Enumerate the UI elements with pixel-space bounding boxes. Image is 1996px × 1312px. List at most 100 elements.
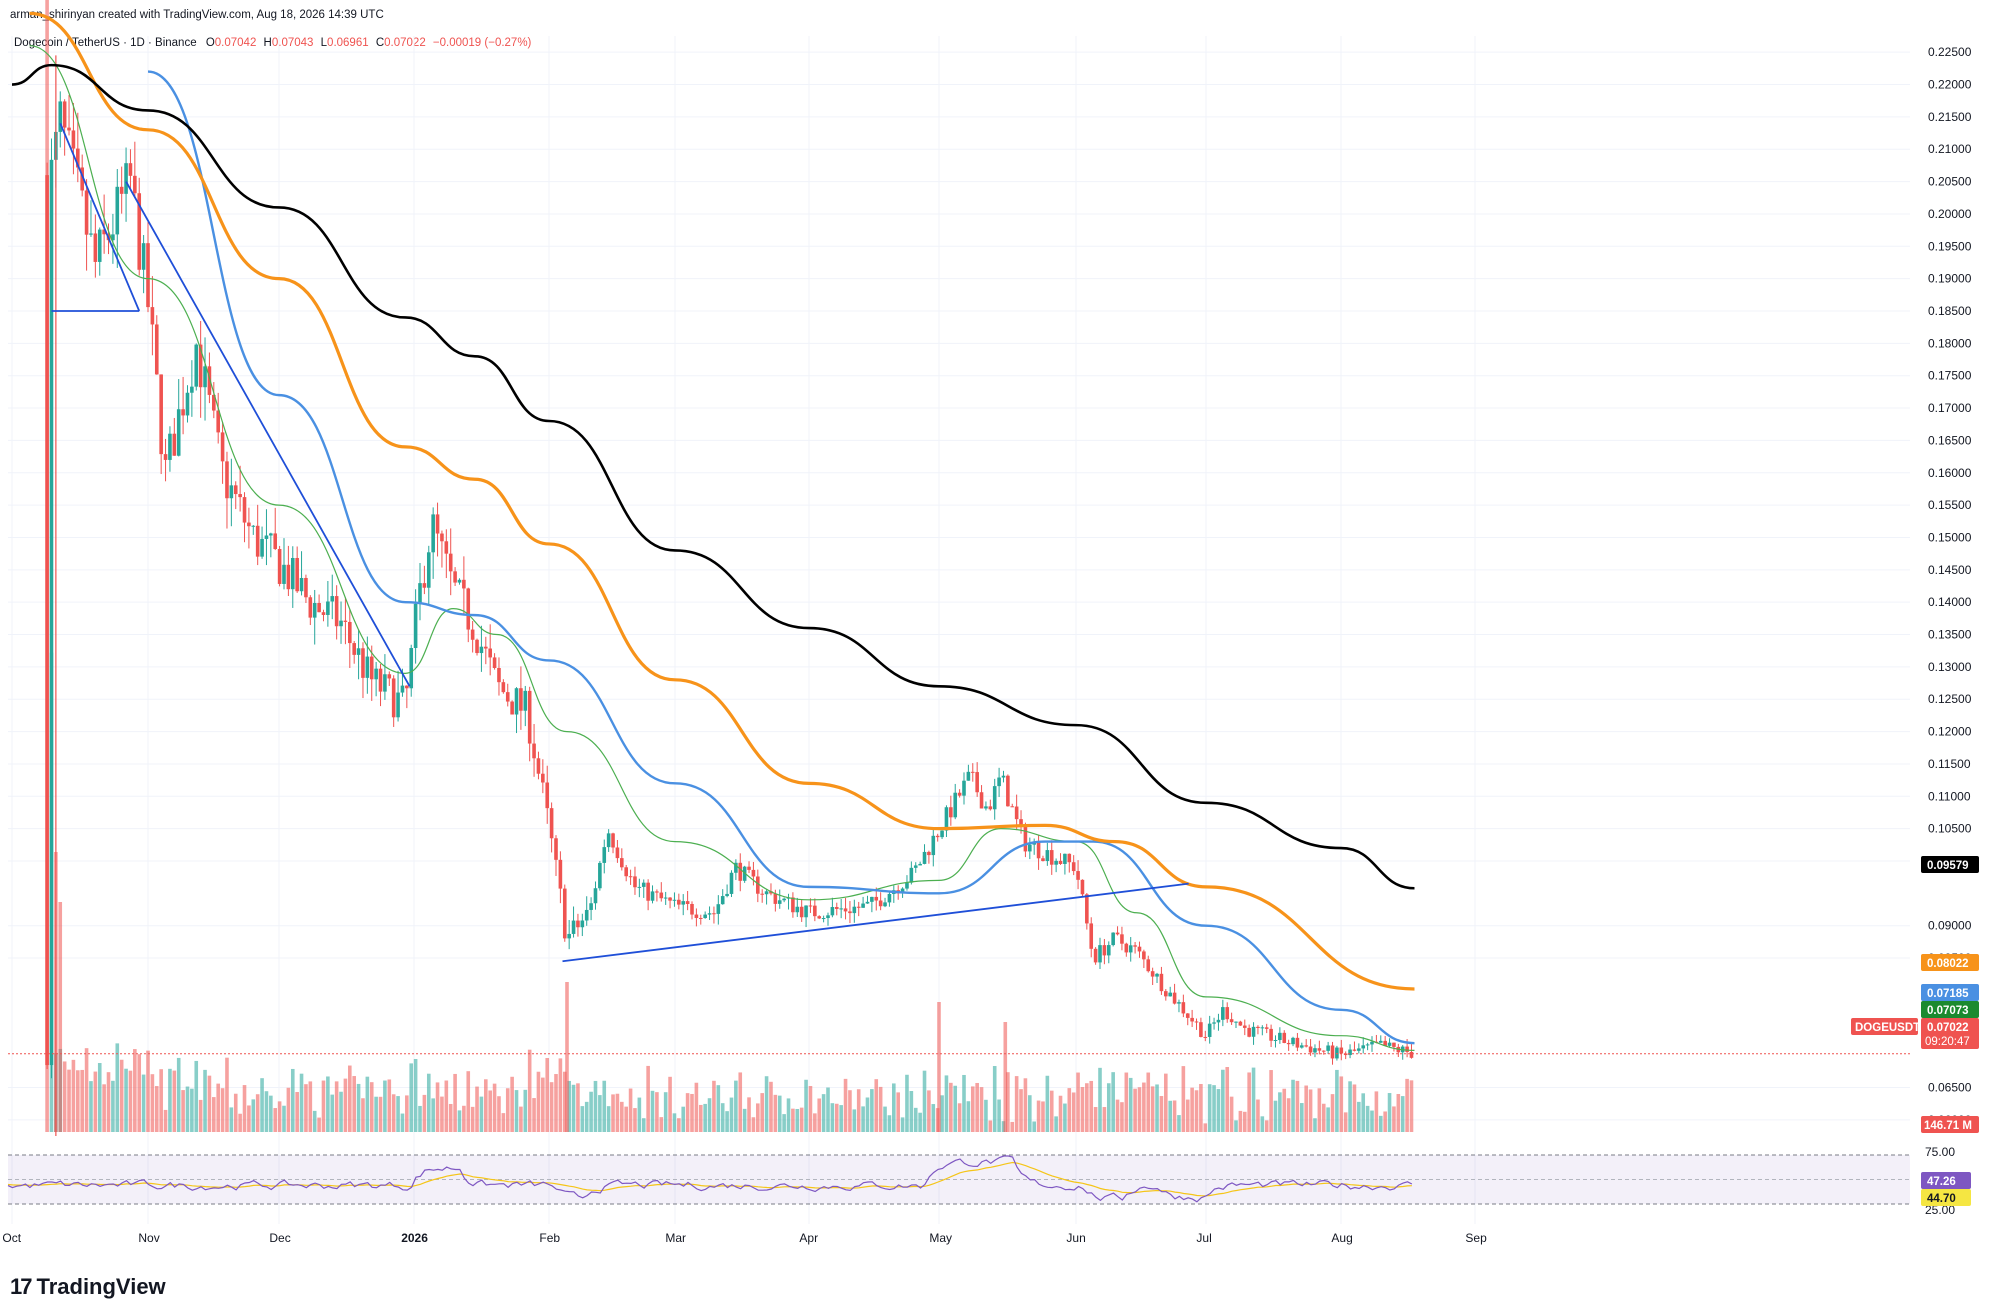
candle[interactable] (764, 889, 769, 905)
candle[interactable] (1146, 955, 1151, 973)
candle[interactable] (576, 913, 580, 937)
candle[interactable] (1159, 966, 1164, 995)
candle[interactable] (1352, 1041, 1357, 1052)
candle[interactable] (655, 889, 659, 902)
candle[interactable] (1300, 1042, 1304, 1049)
candle[interactable] (1278, 1027, 1282, 1044)
candle[interactable] (663, 891, 668, 905)
candle[interactable] (216, 392, 220, 444)
candle[interactable] (861, 896, 865, 908)
candle[interactable] (1273, 1035, 1278, 1048)
candle[interactable] (49, 138, 54, 1079)
candle[interactable] (510, 700, 514, 715)
candle[interactable] (76, 112, 80, 183)
candle[interactable] (1339, 1039, 1344, 1061)
candle[interactable] (562, 884, 567, 942)
candle[interactable] (804, 905, 808, 928)
candle[interactable] (690, 901, 694, 920)
candle[interactable] (1014, 794, 1019, 831)
candle[interactable] (264, 509, 269, 566)
candle[interactable] (444, 529, 449, 579)
candle[interactable] (505, 683, 510, 707)
candle[interactable] (786, 893, 791, 910)
candle[interactable] (606, 829, 611, 852)
candle[interactable] (681, 894, 686, 916)
candle[interactable] (580, 913, 585, 937)
candle[interactable] (865, 895, 870, 904)
candle[interactable] (931, 828, 936, 867)
candle[interactable] (1396, 1043, 1401, 1058)
candle[interactable] (997, 767, 1001, 798)
candle[interactable] (1137, 941, 1142, 958)
candle[interactable] (1242, 1019, 1247, 1036)
candle[interactable] (475, 638, 479, 656)
candle[interactable] (716, 895, 721, 925)
candle[interactable] (141, 235, 146, 294)
candle[interactable] (549, 802, 554, 853)
candle[interactable] (966, 764, 971, 781)
candle[interactable] (1378, 1035, 1383, 1043)
candle[interactable] (448, 528, 453, 596)
candle[interactable] (426, 545, 431, 606)
candle[interactable] (1124, 942, 1129, 957)
candle[interactable] (782, 897, 786, 903)
candle[interactable] (1251, 1022, 1256, 1045)
candle[interactable] (396, 670, 400, 722)
candle[interactable] (1234, 1021, 1238, 1028)
candle[interactable] (738, 853, 743, 892)
candle[interactable] (567, 920, 571, 950)
candle[interactable] (1006, 774, 1010, 807)
candle[interactable] (431, 507, 435, 579)
candle[interactable] (84, 179, 89, 271)
candle[interactable] (194, 343, 199, 391)
candle[interactable] (777, 889, 782, 909)
candle[interactable] (870, 896, 874, 913)
candle[interactable] (1106, 941, 1111, 964)
candle[interactable] (1317, 1040, 1322, 1055)
candle[interactable] (611, 832, 615, 854)
candle[interactable] (650, 885, 655, 904)
candle[interactable] (343, 597, 348, 645)
candle[interactable] (1282, 1030, 1287, 1044)
candle[interactable] (1036, 834, 1041, 870)
candle[interactable] (172, 417, 177, 456)
candle[interactable] (852, 899, 857, 923)
candle[interactable] (260, 526, 264, 559)
candle[interactable] (352, 641, 356, 664)
candle[interactable] (435, 502, 440, 557)
candle[interactable] (462, 556, 466, 615)
candle[interactable] (637, 878, 642, 898)
candle[interactable] (163, 438, 168, 482)
candle[interactable] (756, 869, 760, 903)
candle[interactable] (176, 379, 181, 457)
candle[interactable] (277, 545, 282, 587)
candle[interactable] (492, 653, 497, 670)
candle[interactable] (1049, 840, 1054, 875)
candle[interactable] (1093, 947, 1098, 965)
candle[interactable] (1177, 999, 1181, 1013)
candle[interactable] (409, 644, 414, 697)
candle[interactable] (725, 884, 729, 898)
candle[interactable] (668, 897, 672, 909)
candle[interactable] (523, 685, 528, 727)
candle[interactable] (405, 685, 409, 709)
candle[interactable] (378, 664, 383, 707)
candle[interactable] (909, 861, 914, 885)
candle[interactable] (887, 890, 892, 907)
candle[interactable] (128, 149, 133, 189)
candle[interactable] (1409, 1044, 1414, 1059)
candle[interactable] (558, 851, 563, 904)
candle[interactable] (391, 675, 396, 727)
candle[interactable] (1238, 1020, 1243, 1026)
candle[interactable] (361, 642, 365, 699)
candle[interactable] (168, 426, 172, 472)
candle[interactable] (734, 859, 738, 880)
candle[interactable] (1225, 1002, 1230, 1023)
candle[interactable] (348, 609, 352, 668)
candle[interactable] (672, 892, 677, 907)
candle[interactable] (1365, 1042, 1370, 1051)
candle[interactable] (220, 421, 225, 484)
candle[interactable] (1098, 937, 1102, 969)
candle[interactable] (791, 892, 795, 918)
